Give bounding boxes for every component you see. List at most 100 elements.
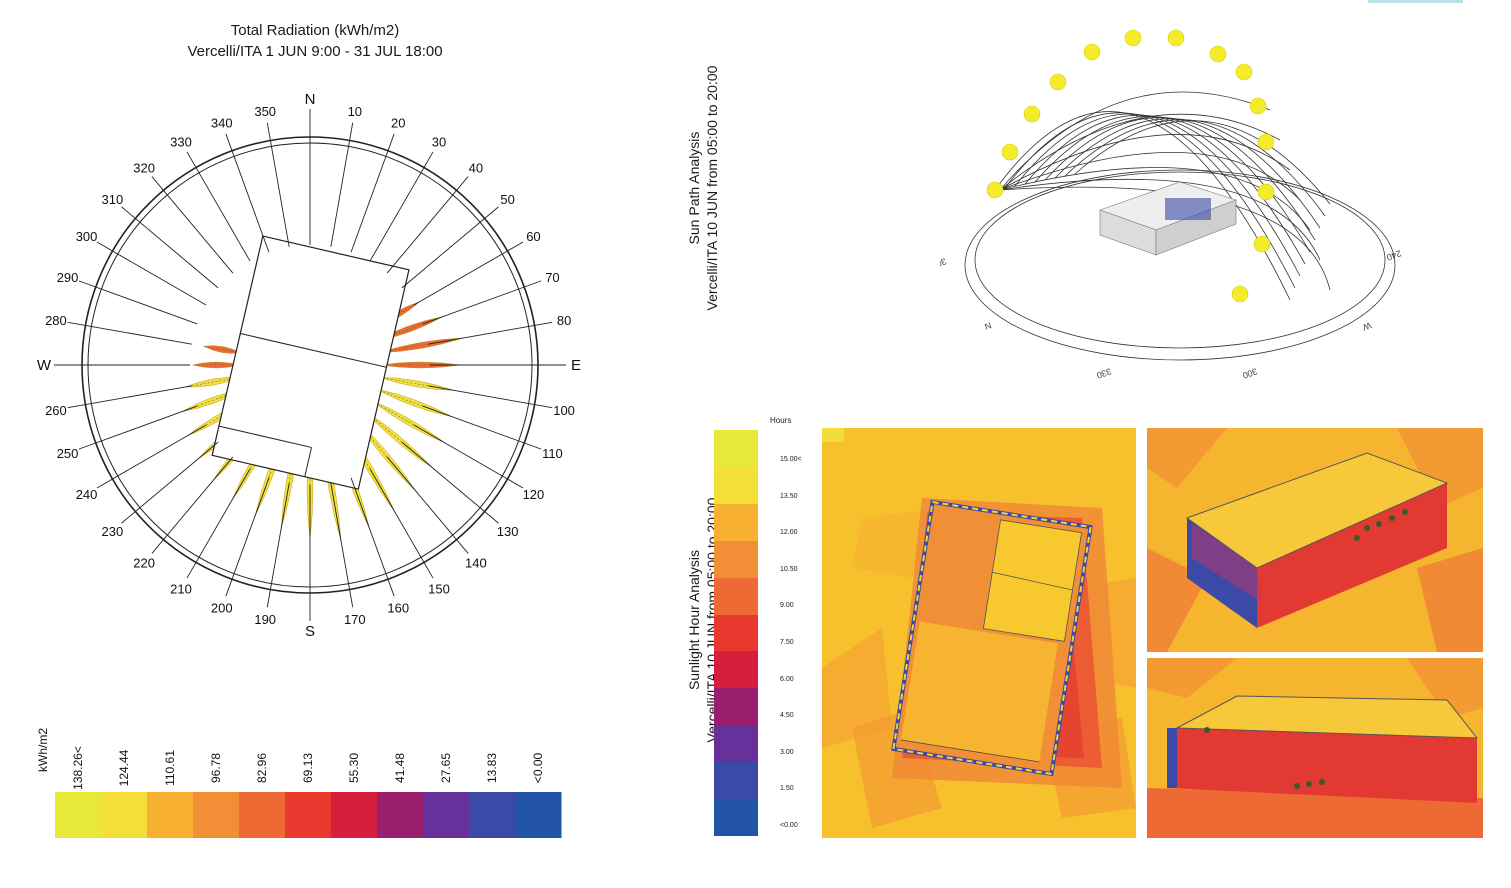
sun-path-arc — [994, 111, 1291, 301]
angle-label: 40 — [469, 160, 483, 175]
angle-label: 340 — [211, 116, 233, 131]
radiation-petal-axis — [254, 430, 287, 516]
sun-path-title-line2: Vercelli/ITA 10 JUN from 05:00 to 20:00 — [704, 65, 720, 311]
angle-label: 320 — [133, 160, 155, 175]
sun-path-meridian — [999, 134, 1291, 191]
sunlight-legend-swatch — [714, 614, 758, 652]
radiation-legend-swatch — [377, 792, 424, 838]
sunlight-legend-tick: 4.50 — [780, 712, 794, 720]
cardinal-north: N — [305, 91, 316, 108]
hours-legend-title: Hours — [770, 416, 792, 425]
rose-spoke — [186, 468, 251, 579]
angle-label: 310 — [102, 192, 124, 207]
sun-position-marker — [1249, 97, 1267, 115]
rose-spoke — [151, 456, 234, 554]
radiation-legend-unit: kWh/m2 — [36, 728, 50, 772]
sun-position-marker — [1049, 73, 1067, 91]
rose-spoke — [96, 424, 207, 489]
radiation-legend-tick: <0.00 — [531, 752, 545, 783]
rose-spoke — [330, 483, 354, 608]
top-accent-bar — [1368, 0, 1463, 3]
radiation-title-line2: Vercelli/ITA 1 JUN 9:00 - 31 JUL 18:00 — [187, 43, 443, 60]
radiation-legend-swatch — [239, 792, 286, 838]
angle-label: 170 — [344, 612, 366, 627]
sunlight-legend-tick: 10.50 — [780, 565, 798, 573]
rose-spoke — [428, 321, 553, 345]
radiation-legend-tick: 124.44 — [117, 749, 131, 786]
rose-spoke — [386, 176, 469, 274]
cardinal-east: E — [571, 357, 581, 374]
angle-label: 220 — [133, 556, 155, 571]
angle-label: 190 — [254, 612, 276, 627]
angle-label: 210 — [170, 581, 192, 596]
radiation-legend-tick: 82.96 — [255, 753, 269, 783]
sunlight-legend-swatch — [714, 540, 758, 578]
sunlight-legend-bar — [714, 430, 758, 836]
radiation-legend-swatch — [515, 792, 562, 838]
angle-label: 110 — [542, 446, 563, 461]
rose-spoke — [266, 122, 290, 247]
sun-path-meridian — [999, 113, 1281, 191]
radiation-legend-swatch — [101, 792, 148, 838]
building-footprint — [211, 235, 410, 490]
rose-spoke — [121, 206, 219, 289]
sunlight-legend-ticks: 15.00< 13.50 12.00 10.50 9.00 7.50 6.00 4.50 3.0… — [780, 430, 820, 836]
angle-label: 260 — [45, 403, 67, 418]
sun-path-title-line1: Sun Path Analysis — [686, 131, 702, 245]
angle-label: 80 — [557, 313, 571, 328]
sunlight-legend-tick: 6.00 — [780, 675, 794, 683]
sun-path-compass-label: 240 — [1385, 248, 1403, 263]
angle-label: 150 — [428, 581, 450, 596]
sunlight-legend-swatch — [714, 799, 758, 836]
angle-label: 120 — [523, 487, 545, 502]
sun-position-marker — [1167, 29, 1185, 47]
angle-label: 290 — [57, 270, 79, 285]
sunlight-legend-swatch — [714, 430, 758, 467]
sun-position-marker — [1257, 133, 1275, 151]
sun-path-meridian — [999, 151, 1301, 201]
angle-label: 350 — [254, 104, 276, 119]
rose-spoke — [67, 385, 192, 409]
sunlight-legend-swatch — [714, 466, 758, 504]
sunlight-legend-swatch — [714, 725, 758, 763]
sun-position-marker — [1257, 183, 1275, 201]
rose-spoke — [422, 280, 542, 325]
rose-spoke — [422, 405, 542, 450]
angle-label: 60 — [526, 229, 540, 244]
sun-position-marker — [1253, 235, 1271, 253]
sun-path-meridian — [999, 167, 1311, 231]
rose-spoke — [96, 241, 207, 306]
sun-path-compass-label: W — [1361, 320, 1373, 332]
rose-spoke — [401, 206, 499, 289]
sunlight-legend-swatch — [714, 688, 758, 726]
sunlight-legend-tick: 1.50 — [780, 785, 794, 793]
sunlight-legend-swatch — [714, 651, 758, 689]
cardinal-west: W — [37, 357, 52, 374]
angle-label: 280 — [45, 313, 67, 328]
radiation-legend-tick: 69.13 — [301, 753, 315, 783]
rose-spoke — [413, 241, 524, 306]
rose-spoke — [67, 321, 192, 345]
sun-path-diagram: 30 N 330 300 W 240 — [940, 29, 1403, 381]
sun-path-arc — [1074, 120, 1331, 205]
sunlight-3d-view-top — [1147, 428, 1483, 652]
angle-label: 130 — [497, 524, 519, 539]
sun-path-compass-label: 300 — [1241, 366, 1259, 381]
sun-path-compass-label: 330 — [1095, 366, 1113, 381]
angle-label: 50 — [500, 192, 514, 207]
radiation-legend-swatch — [55, 792, 102, 838]
sun-path-base-outer — [964, 169, 1396, 361]
sunlight-legend-tick: 3.00 — [780, 748, 794, 756]
angle-label: 100 — [553, 403, 575, 418]
radiation-petal-axis — [378, 376, 454, 391]
angle-label: 20 — [391, 116, 405, 131]
radiation-legend-swatch — [285, 792, 332, 838]
rose-spoke — [428, 385, 553, 409]
sun-path-title: Sun Path Analysis Vercelli/ITA 10 JUN fr… — [685, 53, 725, 323]
cardinal-south: S — [305, 623, 315, 640]
radiation-legend-tick: 27.65 — [439, 753, 453, 783]
sun-path-building — [1099, 181, 1237, 256]
angle-label: 10 — [348, 104, 362, 119]
radiation-legend: kWh/m2 138.26< 124.44 110.61 96.78 82.96 69.13… — [36, 728, 562, 838]
radiation-legend-swatch — [193, 792, 240, 838]
